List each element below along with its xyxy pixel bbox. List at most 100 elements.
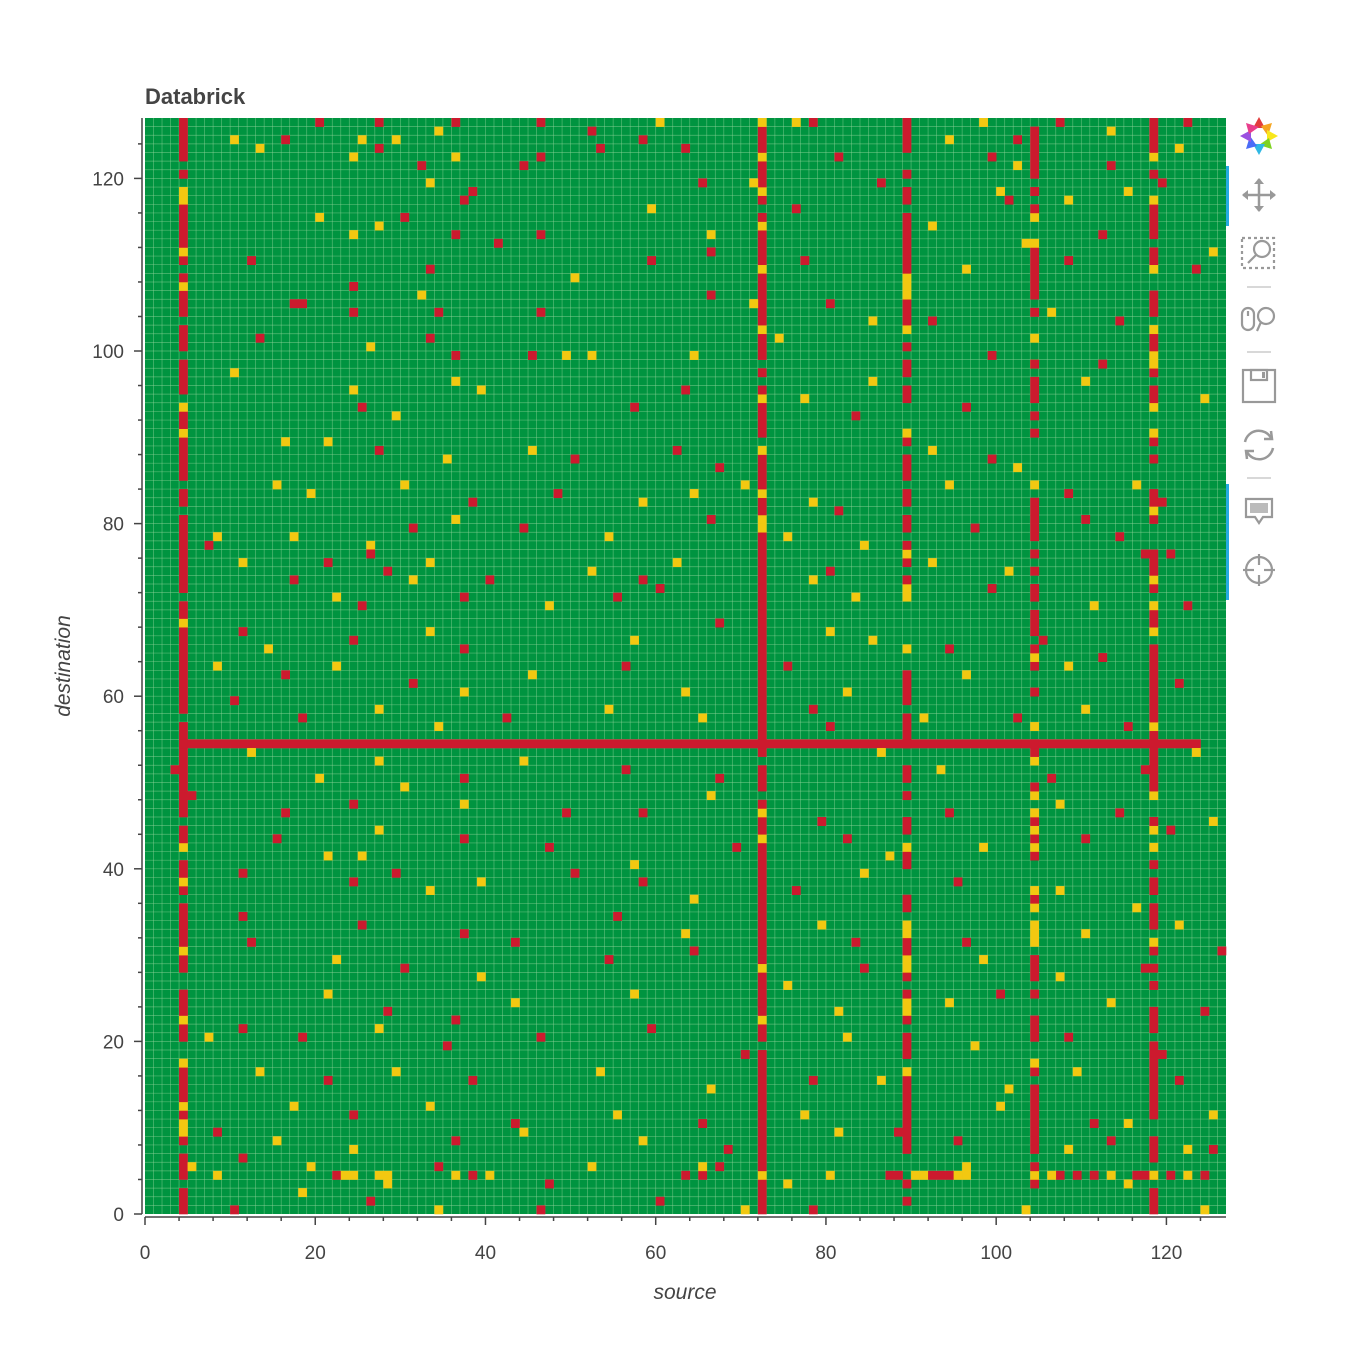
heatmap-cell (179, 1067, 188, 1077)
heatmap-cell (468, 497, 478, 507)
heatmap-cell (757, 1093, 767, 1103)
heatmap-cell (757, 428, 767, 438)
heatmap-cell (1030, 394, 1040, 404)
heatmap-cell (562, 739, 571, 749)
heatmap-cell (349, 230, 359, 240)
heatmap-cell (179, 402, 188, 412)
heatmap-cell (1217, 946, 1227, 956)
heatmap-cell (400, 963, 410, 973)
heatmap-cell (757, 333, 767, 343)
wheel-zoom-icon[interactable] (1240, 306, 1276, 332)
heatmap-cell (213, 1127, 222, 1137)
heatmap-cell (1030, 929, 1040, 939)
heatmap-cell (1149, 903, 1159, 913)
heatmap-cell (757, 739, 767, 749)
heatmap-cell (757, 1205, 767, 1215)
heatmap-cell (757, 212, 767, 222)
heatmap-cell (1149, 1205, 1159, 1215)
heatmap-cell (1149, 1024, 1159, 1034)
heatmap-cell (272, 739, 282, 749)
heatmap-cell (323, 851, 333, 861)
heatmap-cell (638, 497, 648, 507)
heatmap-cell (1030, 661, 1040, 671)
heatmap-cell (953, 1170, 963, 1180)
heatmap-cell (902, 195, 912, 205)
heatmap-cell (1149, 135, 1159, 145)
heatmap-cell (1191, 739, 1201, 749)
crosshair-icon[interactable] (1243, 554, 1275, 586)
heatmap-cell (349, 1144, 359, 1154)
hover-icon[interactable] (1244, 497, 1274, 525)
heatmap-cell (757, 126, 767, 136)
heatmap-cell (1030, 428, 1040, 438)
heatmap-cell (1149, 256, 1159, 266)
heatmap-cell (613, 1110, 622, 1120)
heatmap-cell (740, 1050, 750, 1059)
heatmap-cell (902, 489, 912, 499)
heatmap-cell (757, 316, 767, 326)
heatmap-cell (757, 1188, 767, 1198)
heatmap-cell (179, 825, 188, 835)
heatmap-cell (374, 739, 384, 749)
heatmap-cell (1021, 739, 1031, 749)
heatmap-cell (528, 445, 537, 455)
heatmap-cell (902, 713, 912, 723)
save-icon[interactable] (1241, 368, 1277, 404)
heatmap-cell (179, 722, 188, 732)
heatmap-cell (630, 402, 639, 412)
heatmap-cell (945, 480, 954, 490)
heatmap-cell (238, 558, 248, 568)
heatmap-cell (1081, 834, 1091, 844)
heatmap-cell (877, 739, 886, 749)
heatmap-cell (604, 739, 614, 749)
heatmap-cell (425, 264, 435, 274)
heatmap-cell (902, 1101, 912, 1111)
heatmap-cell (1149, 747, 1159, 757)
x-tick-label: 20 (305, 1243, 326, 1264)
heatmap-cell (1149, 1196, 1159, 1206)
bokeh-logo-icon[interactable] (1239, 116, 1279, 156)
heatmap-cell (757, 929, 767, 939)
reset-icon[interactable] (1243, 429, 1275, 461)
heatmap-cell (1123, 722, 1133, 732)
heatmap-cell (928, 445, 937, 455)
heatmap-cell (630, 635, 639, 645)
heatmap-cell (1030, 687, 1040, 697)
heatmap-cell (894, 1127, 903, 1137)
heatmap-cell (1149, 765, 1159, 775)
heatmap-cell (179, 782, 188, 792)
box-zoom-icon[interactable] (1240, 236, 1276, 270)
heatmap-cell (757, 1058, 767, 1068)
heatmap-cell (902, 678, 912, 688)
heatmap-cell (1149, 704, 1159, 714)
heatmap-cell (1030, 333, 1040, 343)
heatmap-cell (842, 834, 852, 844)
heatmap-cell (1174, 739, 1184, 749)
heatmap-cell (749, 739, 759, 749)
heatmap-cell (757, 480, 767, 490)
heatmap-cell (706, 514, 716, 524)
heatmap-cell (902, 765, 912, 775)
heatmap-cell (425, 333, 435, 343)
heatmap-cell (757, 886, 767, 895)
heatmap-cell (757, 1127, 767, 1137)
heatmap-cell (681, 143, 691, 153)
heatmap-cell (1149, 1041, 1159, 1051)
heatmap-cell (179, 411, 188, 421)
heatmap-cell (1030, 618, 1040, 628)
heatmap-cell (511, 937, 520, 947)
heatmap-cell (1174, 1075, 1184, 1085)
pan-icon[interactable] (1242, 178, 1276, 212)
heatmap-cell (179, 1024, 188, 1034)
heatmap-cell (1030, 264, 1040, 274)
heatmap-cell (400, 782, 410, 792)
heatmap-cell (996, 187, 1005, 196)
heatmap-cell (757, 420, 767, 429)
heatmap-cell (757, 195, 767, 205)
heatmap-cell (1200, 1006, 1210, 1016)
heatmap-cell (638, 135, 648, 145)
heatmap-cell (757, 834, 767, 844)
heatmap-cell (902, 1196, 912, 1206)
heatmap-cell (757, 1119, 767, 1129)
heatmap-cell (902, 817, 912, 826)
